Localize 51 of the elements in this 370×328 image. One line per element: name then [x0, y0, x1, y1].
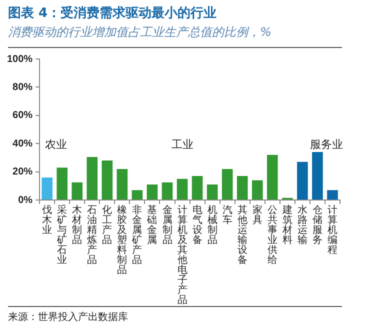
- bar: [72, 182, 83, 200]
- annotation: 服务业: [310, 138, 343, 152]
- x-tick-label: 伐木业: [42, 204, 52, 236]
- x-tick-label: 石油精炼产品: [87, 204, 98, 266]
- bar: [162, 182, 173, 200]
- x-tick-label: 仓储服务: [312, 204, 322, 246]
- y-tick-label: 60%: [12, 110, 33, 122]
- category-label: 计算机及其他电子产品: [177, 204, 188, 306]
- bar: [56, 168, 68, 200]
- x-tick-label: 基础金属: [146, 204, 158, 246]
- x-tick-label: 水路运输: [297, 204, 308, 246]
- x-tick-label: 电气设备: [192, 204, 202, 246]
- bar: [116, 168, 128, 200]
- x-tick-label: 计算机编程: [327, 204, 338, 256]
- x-tick-label: 采矿与矿石业: [56, 204, 68, 266]
- x-tick-label: 化工产品: [102, 204, 112, 246]
- bar: [236, 176, 248, 200]
- x-tick-label: 橡胶及塑料制品: [117, 204, 128, 276]
- bar: [42, 177, 52, 200]
- bar: [266, 154, 278, 200]
- x-tick-label: 家具: [252, 204, 262, 226]
- y-tick-label: 80%: [12, 82, 33, 93]
- x-tick-label: 其他运输设备: [237, 204, 248, 266]
- chart-subtitle: 消费驱动的行业增加值占工业生产总值的比例，%: [8, 24, 272, 41]
- bar: [252, 180, 263, 200]
- bar: [297, 162, 308, 200]
- bar: [312, 152, 323, 200]
- x-tick-label: 木材制品: [71, 204, 82, 246]
- y-tick-label: 40%: [12, 138, 33, 150]
- x-tick-label: 机械制品: [207, 204, 218, 246]
- bar: [192, 176, 203, 200]
- bar: [146, 184, 158, 200]
- y-tick-label: 0%: [18, 194, 33, 206]
- bar: [327, 190, 338, 200]
- bar: [132, 190, 143, 200]
- bar: [176, 178, 188, 200]
- x-tick-label: 汽车: [222, 204, 232, 226]
- annotation: 农业: [45, 138, 68, 152]
- x-tick-label: 公共事业供给: [267, 204, 278, 266]
- y-tick-label: 20%: [12, 166, 33, 178]
- bar: [206, 184, 218, 200]
- bar: [86, 156, 98, 200]
- source-note: 来源：世界投入产出数据库: [8, 310, 128, 324]
- annotation: 工业: [171, 138, 194, 152]
- bar: [102, 160, 113, 200]
- x-tick-label: 金属制品: [162, 204, 172, 246]
- x-tick-label: 建筑材料: [281, 204, 292, 246]
- chart-title: 图表 4：受消费需求驱动最小的行业: [8, 4, 217, 22]
- bar: [222, 168, 233, 200]
- y-tick-label: 100%: [7, 54, 33, 65]
- x-tick-label: 非金属矿产品: [131, 204, 142, 266]
